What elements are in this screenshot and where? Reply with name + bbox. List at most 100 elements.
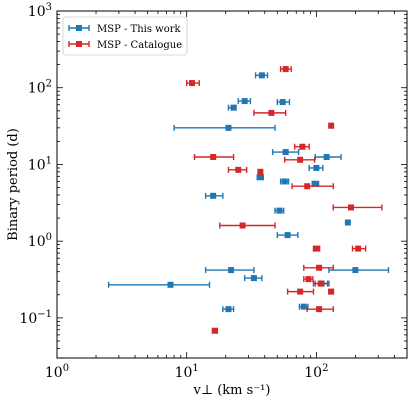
data-point-this-work [276, 232, 299, 239]
point-marker [284, 232, 291, 239]
data-point-catalogue [332, 204, 383, 211]
y-tick-exponent: 2 [46, 79, 52, 90]
point-marker [239, 222, 246, 229]
point-marker [230, 104, 237, 111]
point-marker [355, 245, 362, 252]
point-marker [225, 124, 232, 131]
x-tick-label: 101 [175, 363, 199, 381]
data-point-catalogue [279, 66, 292, 73]
point-marker [300, 303, 307, 310]
data-point-catalogue [328, 288, 335, 295]
x-tick-exponent: 2 [322, 363, 328, 374]
y-tick-label: 101 [28, 155, 52, 173]
data-point-catalogue [291, 183, 334, 190]
point-marker [304, 183, 311, 190]
data-point-catalogue [185, 80, 200, 87]
data-point-this-work [256, 174, 265, 181]
data-point-catalogue [219, 222, 276, 229]
x-tick-exponent: 0 [63, 363, 69, 374]
point-marker [313, 164, 320, 171]
point-marker [210, 192, 217, 199]
point-marker [312, 180, 319, 187]
point-marker [210, 154, 217, 161]
point-marker [328, 122, 335, 129]
data-point-this-work [274, 207, 285, 214]
y-tick-base: 10 [28, 157, 46, 173]
point-marker [279, 99, 286, 106]
point-marker [235, 166, 242, 173]
data-point-catalogue [303, 264, 334, 271]
x-tick-label: 100 [45, 363, 69, 381]
data-point-catalogue [257, 168, 264, 175]
y-tick-label: 102 [28, 79, 52, 97]
data-point-this-work [308, 164, 324, 171]
point-marker [211, 327, 218, 334]
x-tick-exponent: 1 [192, 363, 198, 374]
point-marker [305, 276, 312, 283]
y-tick-base: 10 [28, 81, 46, 97]
point-marker [313, 245, 320, 252]
x-tick-base: 10 [175, 365, 193, 381]
data-point-this-work [344, 219, 351, 226]
data-point-catalogue [286, 288, 315, 295]
data-point-catalogue [312, 280, 329, 287]
plot-frame [56, 10, 408, 359]
legend-marker-catalogue [68, 41, 90, 47]
point-marker [297, 156, 304, 163]
data-point-catalogue [193, 154, 235, 161]
y-tick-base: 10 [28, 4, 46, 20]
y-tick-label: 10−1 [19, 309, 52, 327]
point-marker [282, 66, 289, 73]
data-point-this-work [276, 99, 291, 106]
point-marker [257, 174, 264, 181]
data-point-this-work [222, 306, 235, 313]
data-point-catalogue [284, 156, 316, 163]
y-tick-exponent: 3 [46, 2, 52, 13]
point-marker [316, 264, 323, 271]
data-point-catalogue [306, 306, 334, 313]
y-tick-base: 10 [19, 311, 37, 327]
point-marker [316, 306, 323, 313]
point-marker [317, 280, 324, 287]
legend-entry-this-work: MSP - This work [68, 24, 182, 35]
data-point-this-work [107, 281, 211, 288]
point-marker [228, 267, 235, 274]
data-point-catalogue [328, 122, 335, 129]
point-marker [250, 275, 257, 282]
y-tick-exponent: 1 [46, 155, 52, 166]
data-point-this-work [173, 124, 276, 131]
point-marker [257, 168, 264, 175]
point-marker [189, 80, 196, 87]
point-marker [344, 219, 351, 226]
point-marker [282, 149, 289, 156]
point-marker [328, 288, 335, 295]
point-marker [225, 306, 232, 313]
point-marker [258, 72, 265, 79]
data-point-this-work [279, 178, 290, 185]
data-point-catalogue [227, 166, 248, 173]
legend-entry-catalogue: MSP - Catalogue [68, 40, 182, 51]
point-marker [241, 98, 248, 105]
x-tick-label: 102 [304, 363, 328, 381]
data-point-this-work [204, 267, 255, 274]
points-layer [107, 66, 390, 334]
data-point-catalogue [211, 327, 218, 334]
data-point-this-work [227, 104, 237, 111]
legend-marker-this-work [68, 25, 90, 31]
point-marker [167, 281, 174, 288]
x-tick-base: 10 [45, 365, 63, 381]
data-point-catalogue [303, 276, 314, 283]
point-marker [268, 109, 275, 116]
data-point-this-work [314, 154, 342, 161]
data-point-this-work [328, 267, 390, 274]
data-point-catalogue [293, 143, 310, 150]
point-marker [299, 143, 306, 150]
point-marker [323, 154, 330, 161]
data-point-catalogue [253, 109, 287, 116]
x-axis-label: v⊥ (km s⁻¹) [193, 383, 271, 398]
point-marker [297, 288, 304, 295]
y-tick-base: 10 [28, 234, 46, 250]
legend-point-marker [76, 41, 82, 47]
